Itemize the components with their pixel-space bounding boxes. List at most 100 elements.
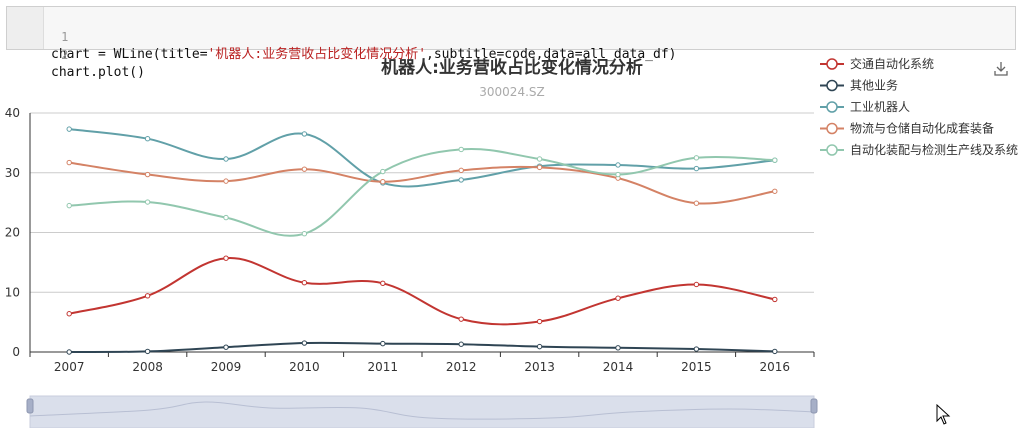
data-point[interactable] (536, 156, 543, 162)
datazoom-handle[interactable] (26, 398, 34, 414)
line-number-gutter (7, 7, 44, 49)
data-point[interactable] (66, 159, 72, 166)
legend-item[interactable]: 工业机器人 (820, 100, 910, 114)
data-point[interactable] (693, 165, 700, 172)
legend-marker (826, 122, 838, 135)
data-point[interactable] (66, 349, 72, 355)
code-string: '机器人:业务营收占比变化情况分析' (207, 47, 427, 62)
x-tick-label: 2014 (603, 360, 634, 374)
data-point[interactable] (536, 343, 543, 350)
data-point[interactable] (772, 188, 778, 194)
code-line-2: 2 chart.plot() (7, 28, 145, 80)
data-point[interactable] (458, 341, 464, 347)
line-number: 2 (61, 48, 69, 62)
y-tick-label: 10 (5, 285, 20, 299)
legend-label: 工业机器人 (850, 100, 910, 114)
data-point[interactable] (458, 146, 464, 153)
series-line (68, 257, 775, 326)
data-point[interactable] (144, 348, 151, 355)
line-number: 1 (61, 30, 69, 44)
series-1 (66, 255, 778, 326)
data-point[interactable] (693, 281, 700, 288)
legend-label: 其他业务 (850, 78, 898, 93)
legend-item[interactable]: 自动化装配与检测生产线及系统 (820, 142, 1018, 157)
datazoom-window[interactable] (29, 395, 815, 428)
data-point[interactable] (301, 131, 308, 137)
legend-item[interactable]: 交通自动化系统 (820, 56, 934, 71)
data-point[interactable] (380, 280, 386, 286)
x-tick-label: 2012 (446, 360, 477, 374)
legend-marker (826, 58, 838, 70)
series-lines (66, 126, 778, 355)
data-point[interactable] (693, 155, 700, 161)
chart-title: 机器人:业务营收占比变化情况分析 (381, 57, 643, 78)
data-point[interactable] (301, 230, 308, 237)
data-point[interactable] (615, 345, 621, 351)
download-icon[interactable] (994, 62, 1008, 76)
x-tick-label: 2008 (132, 360, 163, 374)
axes: 0 10 20 30 40 2007 2008 2009 2010 2011 2012 2013 201… (5, 106, 815, 374)
series-line (69, 341, 775, 354)
legend-label: 交通自动化系统 (850, 56, 934, 71)
data-point[interactable] (144, 171, 151, 178)
data-point[interactable] (772, 157, 778, 163)
datazoom-handle[interactable] (810, 398, 818, 414)
data-point[interactable] (615, 171, 621, 178)
series-5 (66, 146, 778, 237)
legend-marker (826, 101, 838, 113)
data-point[interactable] (144, 199, 151, 205)
data-point[interactable] (458, 167, 464, 174)
series-4 (66, 159, 778, 206)
data-point[interactable] (66, 311, 72, 317)
legend-marker (826, 79, 838, 92)
code-text: chart.plot() (51, 65, 145, 80)
code-line-1: 1 chart = WLine(title='机器人:业务营收占比变化情况分析'… (7, 10, 676, 62)
data-point[interactable] (772, 348, 778, 355)
x-tick-label: 2010 (289, 360, 320, 374)
data-point[interactable] (223, 178, 229, 184)
data-point[interactable] (536, 318, 543, 325)
data-point[interactable] (380, 179, 386, 185)
x-tick-label: 2013 (524, 360, 555, 374)
data-point[interactable] (693, 200, 700, 206)
data-point[interactable] (772, 296, 778, 303)
data-point[interactable] (223, 255, 229, 261)
legend: 交通自动化系统其他业务工业机器人物流与仓储自动化成套装备自动化装配与检测生产线及… (820, 56, 1018, 157)
datazoom-slider[interactable] (26, 395, 818, 428)
legend-item[interactable]: 物流与仓储自动化成套装备 (820, 121, 994, 136)
series-line (69, 128, 775, 188)
code-text: chart = WLine(title= (51, 47, 208, 62)
legend-label: 物流与仓储自动化成套装备 (850, 121, 994, 136)
code-text: ,subtitle=code,data=all_data_df) (426, 47, 677, 62)
data-point[interactable] (66, 202, 72, 209)
data-point[interactable] (301, 340, 308, 346)
data-point[interactable] (223, 156, 229, 162)
data-point[interactable] (223, 214, 229, 221)
data-point[interactable] (144, 135, 151, 142)
series-2 (66, 340, 778, 355)
grid-lines (30, 112, 814, 293)
datazoom-shadow-line (29, 401, 815, 420)
data-point[interactable] (615, 295, 621, 301)
x-tick-label: 2007 (54, 360, 85, 374)
data-point[interactable] (144, 293, 151, 299)
x-tick-label: 2016 (760, 360, 791, 374)
legend-item[interactable]: 其他业务 (820, 78, 898, 93)
y-tick-label: 40 (5, 106, 20, 120)
data-point[interactable] (380, 168, 386, 175)
data-point[interactable] (66, 126, 72, 132)
data-point[interactable] (458, 316, 464, 322)
data-point[interactable] (223, 344, 229, 350)
data-point[interactable] (301, 166, 308, 172)
data-point[interactable] (615, 162, 621, 168)
data-point[interactable] (693, 346, 700, 352)
data-point[interactable] (458, 177, 464, 183)
mouse-cursor-icon (936, 404, 951, 425)
y-tick-label: 0 (12, 345, 20, 359)
data-point[interactable] (380, 340, 386, 347)
data-point[interactable] (301, 279, 308, 286)
data-point[interactable] (536, 164, 543, 171)
y-tick-label: 30 (5, 166, 20, 180)
series-line (69, 161, 775, 205)
code-cell[interactable]: 1 chart = WLine(title='机器人:业务营收占比变化情况分析'… (6, 6, 1016, 80)
